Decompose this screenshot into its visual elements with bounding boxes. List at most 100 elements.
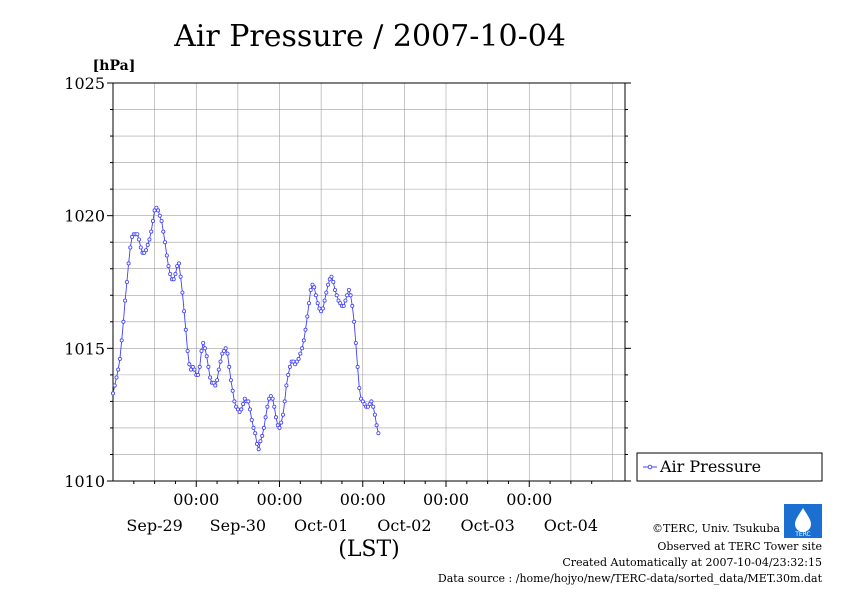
y-tick-label: 1015 [64, 339, 105, 358]
data-point [332, 287, 337, 292]
data-point [286, 372, 291, 377]
data-point [216, 367, 221, 372]
data-point [254, 441, 259, 446]
data-point [303, 327, 308, 332]
data-point [293, 362, 298, 367]
y-tick-label: 1025 [64, 74, 105, 93]
data-point [324, 290, 329, 295]
data-point [228, 378, 233, 383]
data-point [187, 362, 192, 367]
data-point [358, 396, 363, 401]
data-point [369, 399, 374, 404]
data-point [294, 359, 299, 364]
data-point [201, 340, 206, 345]
data-point [128, 245, 133, 250]
data-point [119, 338, 124, 343]
x-tick-label: 00:00 [423, 490, 469, 509]
credit-observed: Observed at TERC Tower site [657, 540, 822, 553]
data-point [143, 248, 148, 253]
data-point [192, 367, 197, 372]
x-axis-label: (LST) [338, 537, 400, 562]
data-point [147, 237, 152, 242]
data-point [159, 218, 164, 223]
data-point [176, 261, 181, 266]
data-point [279, 420, 284, 425]
data-point [213, 383, 218, 388]
data-point [204, 354, 209, 359]
data-point [161, 229, 166, 234]
data-point [234, 404, 239, 409]
data-point [178, 274, 183, 279]
data-point [246, 399, 251, 404]
data-point [301, 338, 306, 343]
terc-logo: TERC [784, 504, 822, 538]
data-point [123, 298, 128, 303]
axes: 1010 1015 1020 1025 00:00 00:00 00:00 00:00 00:0… [64, 74, 631, 535]
data-point [136, 237, 141, 242]
data-point [154, 205, 159, 210]
data-point [284, 383, 289, 388]
credit-created: Created Automatically at 2007-10-04/23:3… [562, 556, 822, 569]
data-point [142, 250, 147, 255]
data-point [215, 378, 220, 383]
x-date-label: Oct-03 [460, 516, 514, 535]
x-tick-label: 00:00 [256, 490, 302, 509]
data-point [111, 391, 116, 396]
data-point [374, 423, 379, 428]
data-point [211, 380, 216, 385]
data-point [242, 396, 247, 401]
data-point [296, 356, 301, 361]
data-point [182, 309, 187, 314]
data-point [341, 303, 346, 308]
data-point [199, 348, 204, 353]
data-point [223, 346, 228, 351]
data-point [138, 245, 143, 250]
data-point [195, 372, 200, 377]
data-point [116, 367, 121, 372]
data-point [372, 412, 377, 417]
data-point [273, 415, 278, 420]
data-point [306, 301, 311, 306]
x-tick-label: 00:00 [340, 490, 386, 509]
data-point [272, 404, 277, 409]
data-point [230, 388, 235, 393]
chart-title: Air Pressure / 2007-10-04 [173, 19, 566, 54]
data-point [263, 415, 268, 420]
data-point [162, 240, 167, 245]
data-point [371, 404, 376, 409]
data-point [218, 359, 223, 364]
data-point [334, 293, 339, 298]
data-point [298, 351, 303, 356]
data-point [130, 234, 135, 239]
y-tick-label: 1020 [64, 207, 105, 226]
data-point [114, 375, 119, 380]
data-point [265, 404, 270, 409]
legend-label: Air Pressure [659, 457, 761, 476]
x-date-label: Oct-02 [377, 516, 431, 535]
data-point [156, 208, 161, 213]
data-point [190, 364, 195, 369]
data-point [312, 285, 317, 290]
data-point [320, 306, 325, 311]
data-point [171, 277, 176, 282]
data-point [331, 279, 336, 284]
x-date-label: Oct-04 [544, 516, 598, 535]
data-point [300, 346, 305, 351]
data-point [357, 386, 362, 391]
data-point [247, 407, 252, 412]
data-point [338, 301, 343, 306]
data-point [168, 271, 173, 276]
data-point [124, 279, 129, 284]
data-point [180, 290, 185, 295]
data-point [121, 319, 126, 324]
x-tick-label: 00:00 [506, 490, 552, 509]
data-point [126, 261, 131, 266]
data-point [322, 298, 327, 303]
x-date-label: Sep-29 [126, 516, 182, 535]
data-point [251, 425, 256, 430]
data-point [145, 242, 150, 247]
data-point [313, 293, 318, 298]
data-point [175, 264, 180, 269]
data-point [227, 364, 232, 369]
data-point [173, 271, 178, 276]
